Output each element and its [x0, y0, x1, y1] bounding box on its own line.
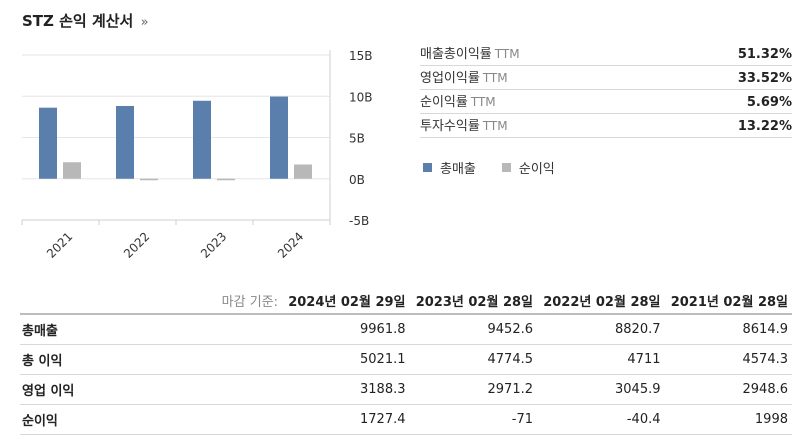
table-column-header: 2022년 02월 28일 — [543, 294, 661, 310]
legend-item-net-income: 순이익 — [501, 158, 555, 177]
y-tick-label: 0B — [349, 173, 365, 187]
table-row: 총매출 9961.8 9452.6 8820.7 8614.9 — [20, 314, 792, 345]
table-cell: -40.4 — [537, 404, 665, 435]
x-tick-label: 2024 — [275, 229, 306, 260]
table-cell: 9452.6 — [409, 314, 537, 345]
table-cell: 2948.6 — [664, 374, 792, 405]
ratio-value: 33.52% — [737, 71, 792, 86]
legend-label: 순이익 — [518, 162, 555, 177]
table-cell: 2971.2 — [409, 374, 537, 405]
legend-swatch-net-income — [501, 163, 511, 172]
bar — [140, 178, 158, 181]
legend-label: 총매출 — [440, 162, 476, 177]
ratio-suffix: TTM — [482, 119, 508, 133]
x-tick-label: 2023 — [198, 229, 229, 260]
y-tick-label: 5B — [349, 132, 365, 146]
bar — [217, 178, 235, 181]
table-cell: 1998 — [664, 404, 792, 435]
bar — [270, 96, 288, 179]
legend-swatch-revenue — [423, 163, 432, 172]
table-cell: 4574.3 — [664, 344, 792, 375]
bar — [116, 105, 134, 179]
ratio-value: 5.69% — [746, 95, 792, 110]
bar — [294, 164, 312, 179]
row-label: 총매출 — [20, 314, 282, 345]
table-cell: 1727.4 — [282, 404, 410, 435]
table-cell: 5021.1 — [282, 344, 410, 375]
revenue-income-bar-chart: 15B 10B 5B 0B -5B 2021 2022 2023 2024 — [21, 49, 373, 261]
y-tick-label: 10B — [349, 90, 373, 104]
table-column-header: 2024년 02월 29일 — [288, 294, 406, 310]
table-column-header: 2023년 02월 28일 — [415, 294, 533, 310]
table-cell: 4774.5 — [409, 344, 537, 375]
x-tick-label: 2022 — [121, 229, 152, 260]
legend-item-revenue: 총매출 — [423, 158, 476, 177]
table-cell: 4711 — [537, 344, 665, 375]
table-row: 순이익 1727.4 -71 -40.4 1998 — [20, 404, 792, 435]
table-row: 총 이익 5021.1 4774.5 4711 4574.3 — [20, 344, 792, 375]
table-cell: 8820.7 — [537, 314, 665, 345]
table-cell: 8614.9 — [664, 314, 792, 345]
row-label: 영업 이익 — [20, 374, 282, 405]
bar — [193, 100, 211, 179]
table-row: 영업 이익 3188.3 2971.2 3045.9 2948.6 — [20, 374, 792, 405]
table-cell: 3045.9 — [537, 374, 665, 405]
x-tick-label: 2021 — [44, 229, 75, 260]
ratio-label: 투자수익률 — [420, 119, 480, 134]
chart-legend: 총매출 순이익 — [423, 158, 555, 177]
y-tick-label: -5B — [349, 214, 369, 228]
page-title[interactable]: STZ 손익 계산서 » — [22, 10, 149, 31]
ratio-label: 영업이익률 — [420, 71, 480, 86]
row-label: 순이익 — [20, 404, 282, 435]
table-column-header: 2021년 02월 28일 — [670, 294, 788, 310]
title-text: STZ 손익 계산서 — [22, 12, 134, 30]
ratio-value: 13.22% — [737, 119, 792, 134]
table-cell: 9961.8 — [282, 314, 410, 345]
income-statement-table: 마감 기준: 2024년 02월 29일 2023년 02월 28일 2022년… — [20, 287, 792, 435]
ratio-label: 매출총이익률 — [420, 47, 492, 62]
y-tick-label: 15B — [349, 49, 373, 63]
chevron-icon: » — [140, 15, 149, 30]
ratio-value: 51.32% — [737, 47, 792, 62]
bar — [39, 107, 57, 179]
ratio-suffix: TTM — [494, 47, 520, 61]
ratio-suffix: TTM — [482, 71, 508, 85]
ratio-panel: 매출총이익률 TTM 51.32% 영업이익률 TTM 33.52% 순이익률 TTM… — [420, 43, 792, 139]
bar — [63, 162, 81, 179]
table-cell: -71 — [409, 404, 537, 435]
table-cell: 3188.3 — [282, 374, 410, 405]
ratio-row-operating-margin: 영업이익률 TTM 33.52% — [420, 67, 792, 90]
table-header-label: 마감 기준: — [221, 294, 278, 310]
table-header-row: 마감 기준: 2024년 02월 29일 2023년 02월 28일 2022년… — [20, 287, 792, 314]
ratio-row-net-margin: 순이익률 TTM 5.69% — [420, 91, 792, 114]
ratio-row-gross-margin: 매출총이익률 TTM 51.32% — [420, 43, 792, 66]
ratio-row-roi: 투자수익률 TTM 13.22% — [420, 115, 792, 138]
ratio-suffix: TTM — [470, 95, 496, 109]
row-label: 총 이익 — [20, 344, 282, 375]
ratio-label: 순이익률 — [420, 95, 468, 110]
